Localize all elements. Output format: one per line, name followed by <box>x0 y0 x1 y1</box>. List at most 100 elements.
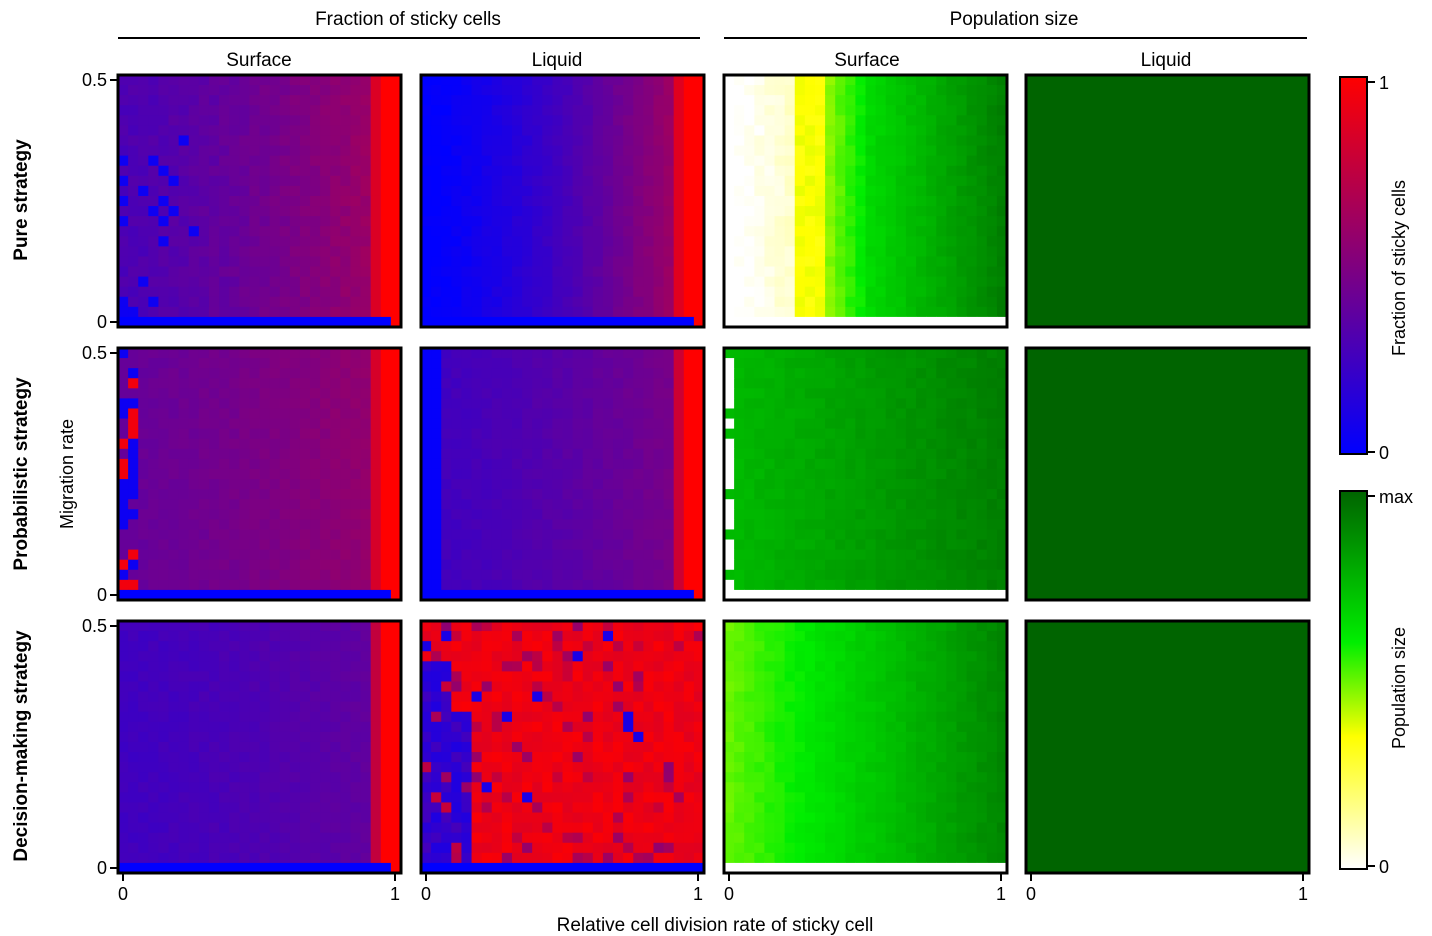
heatmap-cell <box>390 368 402 379</box>
heatmap-cell <box>1056 236 1068 247</box>
heatmap-cell <box>1258 216 1270 227</box>
heatmap-cell <box>835 448 846 460</box>
heatmap-cell <box>976 529 988 541</box>
heatmap-cell <box>895 559 907 571</box>
heatmap-cell <box>946 206 958 217</box>
heatmap-cell <box>1036 226 1047 237</box>
heatmap-cell <box>1157 316 1169 328</box>
heatmap-cell <box>461 479 473 490</box>
heatmap-cell <box>168 226 180 237</box>
heatmap-cell <box>1218 358 1229 369</box>
heatmap-cell <box>148 398 160 410</box>
heatmap-cell <box>724 266 735 278</box>
heatmap-cell <box>804 569 816 581</box>
heatmap-cell <box>208 296 220 308</box>
heatmap-cell <box>118 529 129 541</box>
heatmap-cell <box>370 348 382 359</box>
heatmap-cell <box>885 479 897 490</box>
heatmap-cell <box>299 529 311 541</box>
heatmap-cell <box>522 398 533 410</box>
heatmap-cell <box>148 296 160 308</box>
heatmap-cell <box>744 145 755 157</box>
heatmap-cell <box>421 75 432 86</box>
heatmap-cell <box>330 206 341 217</box>
heatmap-cell <box>683 226 695 237</box>
heatmap-cell <box>249 226 261 237</box>
heatmap-cell <box>683 388 695 399</box>
heatmap-cell <box>1298 216 1310 227</box>
heatmap-cell <box>1116 75 1128 86</box>
heatmap-cell <box>481 246 493 258</box>
heatmap-cell <box>693 296 705 308</box>
heatmap-cell <box>653 569 665 581</box>
heatmap-cell <box>673 246 685 258</box>
heatmap-cell <box>188 529 200 541</box>
heatmap-cell <box>279 276 291 288</box>
heatmap-cell <box>825 165 836 177</box>
heatmap-cell <box>926 428 937 440</box>
heatmap-cell <box>683 368 695 379</box>
heatmap-cell <box>229 316 240 328</box>
heatmap-cell <box>168 145 180 157</box>
heatmap-cell <box>219 115 230 126</box>
heatmap-cell <box>572 155 584 167</box>
heatmap-cell <box>633 85 644 96</box>
heatmap-cell <box>1137 348 1148 359</box>
heatmap-cell <box>208 549 220 561</box>
heatmap-cell <box>744 115 755 126</box>
heatmap-cell <box>673 549 685 561</box>
heatmap-cell <box>289 438 301 450</box>
heatmap-cell <box>855 306 867 318</box>
heatmap-cell <box>633 489 644 500</box>
heatmap-cell <box>421 579 432 591</box>
heatmap-cell <box>905 589 917 601</box>
heatmap-cell <box>299 458 311 470</box>
heatmap-cell <box>208 368 220 379</box>
heatmap-cell <box>1147 75 1158 86</box>
heatmap-cell <box>592 569 604 581</box>
heatmap-cell <box>451 589 463 601</box>
heatmap-cell <box>198 206 210 217</box>
heatmap-cell <box>1298 165 1310 177</box>
heatmap-cell <box>1258 175 1270 187</box>
heatmap-cell <box>734 368 745 379</box>
heatmap-cell <box>198 519 210 531</box>
heatmap-cell <box>1137 185 1148 197</box>
heatmap-cell <box>976 398 988 410</box>
heatmap-cell <box>279 75 291 86</box>
heatmap-cell <box>653 135 665 147</box>
heatmap-cell <box>825 499 836 510</box>
heatmap-cell <box>936 479 947 490</box>
heatmap-cell <box>168 185 180 197</box>
heatmap-cell <box>905 206 917 217</box>
heatmap-cell <box>259 448 271 460</box>
heatmap-cell <box>219 509 230 520</box>
heatmap-cell <box>724 115 735 126</box>
heatmap-cell <box>936 195 947 207</box>
heatmap-cell <box>653 296 665 308</box>
heatmap-cell <box>461 276 473 288</box>
heatmap-cell <box>350 468 362 480</box>
heatmap-cell <box>259 306 271 318</box>
heatmap-cell <box>663 105 675 116</box>
heatmap-cell <box>421 368 432 379</box>
heatmap-cell <box>1288 155 1300 167</box>
heatmap-cell <box>875 236 887 247</box>
heatmap-cell <box>865 408 877 420</box>
heatmap-cell <box>1187 155 1199 167</box>
heatmap-cell <box>552 155 564 167</box>
heatmap-cell <box>198 448 210 460</box>
heatmap-cell <box>269 489 281 500</box>
heatmap-cell <box>532 195 543 207</box>
heatmap-panel <box>419 73 706 329</box>
heatmap-cell <box>582 499 594 510</box>
heatmap-cell <box>1298 175 1310 187</box>
heatmap-cell <box>1197 115 1209 126</box>
heatmap-cell <box>754 266 766 278</box>
heatmap-cell <box>1268 85 1280 96</box>
heatmap-cell <box>814 398 826 410</box>
heatmap-cell <box>582 398 594 410</box>
heatmap-cell <box>350 479 362 490</box>
heatmap-cell <box>784 306 796 318</box>
heatmap-cell <box>875 206 887 217</box>
